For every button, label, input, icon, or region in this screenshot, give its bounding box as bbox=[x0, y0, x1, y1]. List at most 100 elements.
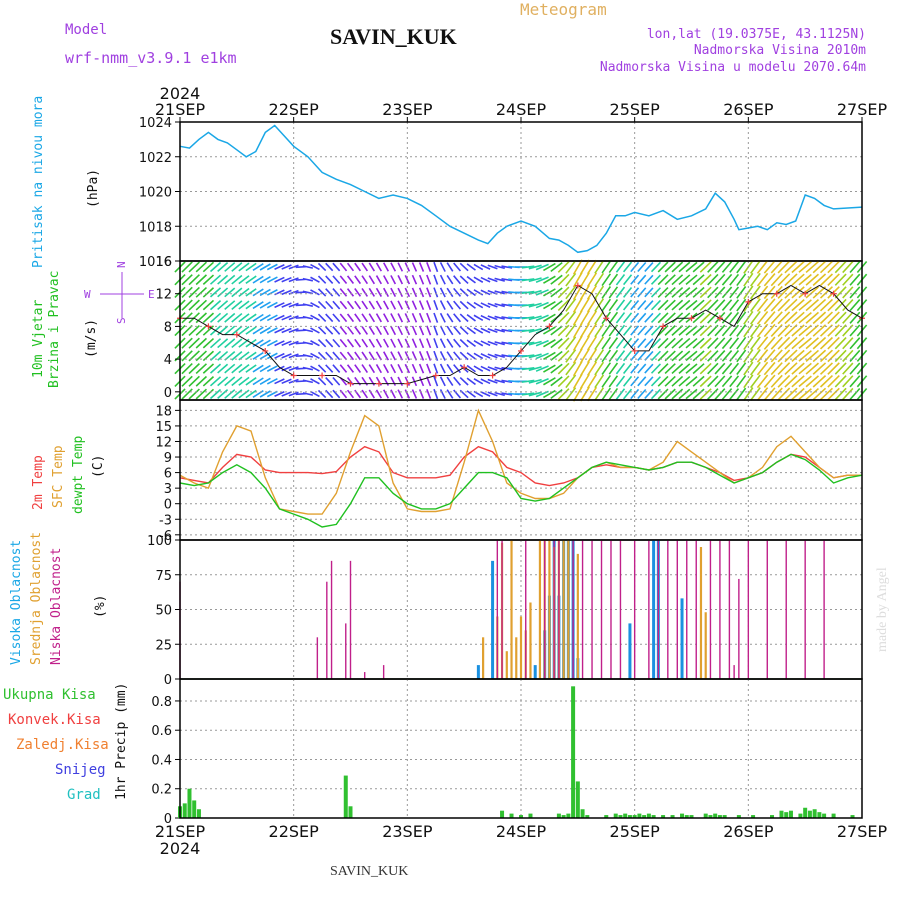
wind-arrow bbox=[657, 337, 669, 349]
wind-arrow bbox=[375, 313, 383, 323]
wind-arrow bbox=[390, 262, 397, 272]
wind-arrow bbox=[543, 364, 556, 373]
wind-arrow bbox=[664, 286, 676, 298]
wind-arrow bbox=[834, 324, 847, 337]
wind-arrow bbox=[650, 350, 662, 362]
wind-arrow bbox=[601, 324, 612, 337]
precip-bar bbox=[680, 813, 685, 818]
wind-arrow bbox=[361, 351, 369, 361]
wind-arrow bbox=[433, 388, 439, 400]
wind-arrow bbox=[411, 274, 418, 285]
wind-arrow bbox=[446, 287, 454, 298]
wind-arrow bbox=[411, 262, 418, 272]
precip-bar bbox=[684, 815, 689, 818]
wind-arrow bbox=[238, 313, 250, 323]
precip-bar bbox=[713, 813, 718, 818]
wind-arrow bbox=[834, 298, 847, 312]
wind-arrow bbox=[637, 312, 647, 323]
wind-arrow bbox=[550, 376, 563, 387]
wind-arrow bbox=[834, 375, 847, 388]
wind-arrow bbox=[368, 351, 376, 361]
wind-arrow bbox=[736, 311, 747, 325]
wind-arrow bbox=[354, 275, 362, 285]
wind-arrow bbox=[622, 286, 633, 298]
wind-arrow bbox=[446, 376, 454, 387]
wind-arrow bbox=[383, 325, 390, 336]
wind-arrow bbox=[453, 351, 462, 361]
wind-arrow bbox=[274, 263, 285, 271]
wind-arrow bbox=[798, 337, 812, 350]
wind-arrow bbox=[827, 375, 840, 388]
wind-arrow bbox=[418, 351, 425, 361]
wind-arrow bbox=[259, 364, 271, 373]
wind-arrow bbox=[572, 360, 583, 377]
wind-arrow bbox=[397, 287, 404, 298]
wind-arrow bbox=[473, 365, 484, 372]
wind-arrow bbox=[433, 261, 439, 273]
wind-arrow bbox=[721, 261, 733, 273]
wind-arrow bbox=[721, 350, 733, 362]
wind-arrow bbox=[834, 260, 847, 274]
wind-arrow bbox=[487, 391, 498, 397]
wind-arrow bbox=[528, 264, 542, 270]
wind-arrow bbox=[819, 311, 833, 325]
wind-arrow bbox=[332, 376, 341, 386]
wind-arrow bbox=[466, 352, 476, 360]
wind-arrow bbox=[750, 260, 761, 274]
wind-arrow bbox=[849, 273, 861, 286]
wind-arrow bbox=[310, 276, 320, 283]
wind-arrow bbox=[678, 363, 691, 374]
wind-arrow bbox=[195, 299, 208, 311]
wind-arrow bbox=[397, 376, 404, 386]
wind-arrow bbox=[418, 325, 425, 336]
wind-arrow bbox=[791, 387, 805, 401]
wind-arrow bbox=[819, 273, 833, 286]
wind-arrow bbox=[557, 273, 570, 286]
wind-arrow bbox=[245, 364, 257, 373]
precip-bar bbox=[703, 813, 708, 818]
wind-arrow bbox=[266, 276, 278, 284]
wind-arrow bbox=[557, 311, 570, 324]
cloud-side-label-3: Niska Oblacnost bbox=[49, 548, 64, 665]
bottom-day-label: 27SEP bbox=[837, 822, 888, 841]
wind-arrow bbox=[657, 325, 669, 336]
wind-arrow bbox=[302, 315, 314, 320]
wind-arrow bbox=[397, 275, 404, 285]
elevation-text: Nadmorska Visina 2010m bbox=[694, 43, 866, 58]
wind-arrow bbox=[188, 261, 200, 273]
wind-arrow bbox=[302, 354, 314, 358]
wind-arrow bbox=[671, 375, 684, 387]
wind-arrow bbox=[770, 260, 783, 274]
wind-arrow bbox=[637, 261, 647, 273]
wind-arrow bbox=[501, 341, 513, 345]
wind-arrow bbox=[721, 388, 733, 400]
wind-arrow bbox=[317, 351, 327, 361]
wind-arrow bbox=[736, 387, 747, 401]
wind-arrow bbox=[390, 300, 397, 310]
wind-arrow bbox=[418, 389, 425, 399]
wind-arrow bbox=[188, 324, 200, 337]
wind-arrow bbox=[466, 263, 476, 271]
wind-arrow bbox=[827, 298, 840, 312]
wind-arrow bbox=[729, 337, 740, 350]
wind-arrow bbox=[528, 366, 542, 372]
wind-arrow bbox=[325, 377, 334, 386]
wind-arrow bbox=[657, 274, 669, 286]
wind-arrow bbox=[361, 262, 369, 272]
wind-arrow bbox=[302, 303, 314, 307]
wind-arrow bbox=[195, 312, 208, 324]
pressure-side-label: Pritisak na nivou mora bbox=[31, 96, 46, 268]
wind-arrow bbox=[594, 272, 605, 287]
wind-arrow bbox=[274, 352, 285, 359]
wind-arrow bbox=[317, 288, 327, 297]
wind-arrow bbox=[543, 377, 556, 386]
wind-arrow bbox=[252, 313, 264, 322]
wind-panel: 0 4 8 12 16 bbox=[155, 255, 868, 402]
wind-arrow bbox=[368, 364, 376, 374]
wind-arrow bbox=[572, 272, 583, 288]
wind-arrow bbox=[368, 262, 376, 272]
wind-arrow bbox=[195, 363, 208, 375]
precip-bar bbox=[528, 813, 533, 818]
credit-text: made by Angel bbox=[875, 567, 890, 652]
wind-arrow bbox=[521, 354, 535, 358]
